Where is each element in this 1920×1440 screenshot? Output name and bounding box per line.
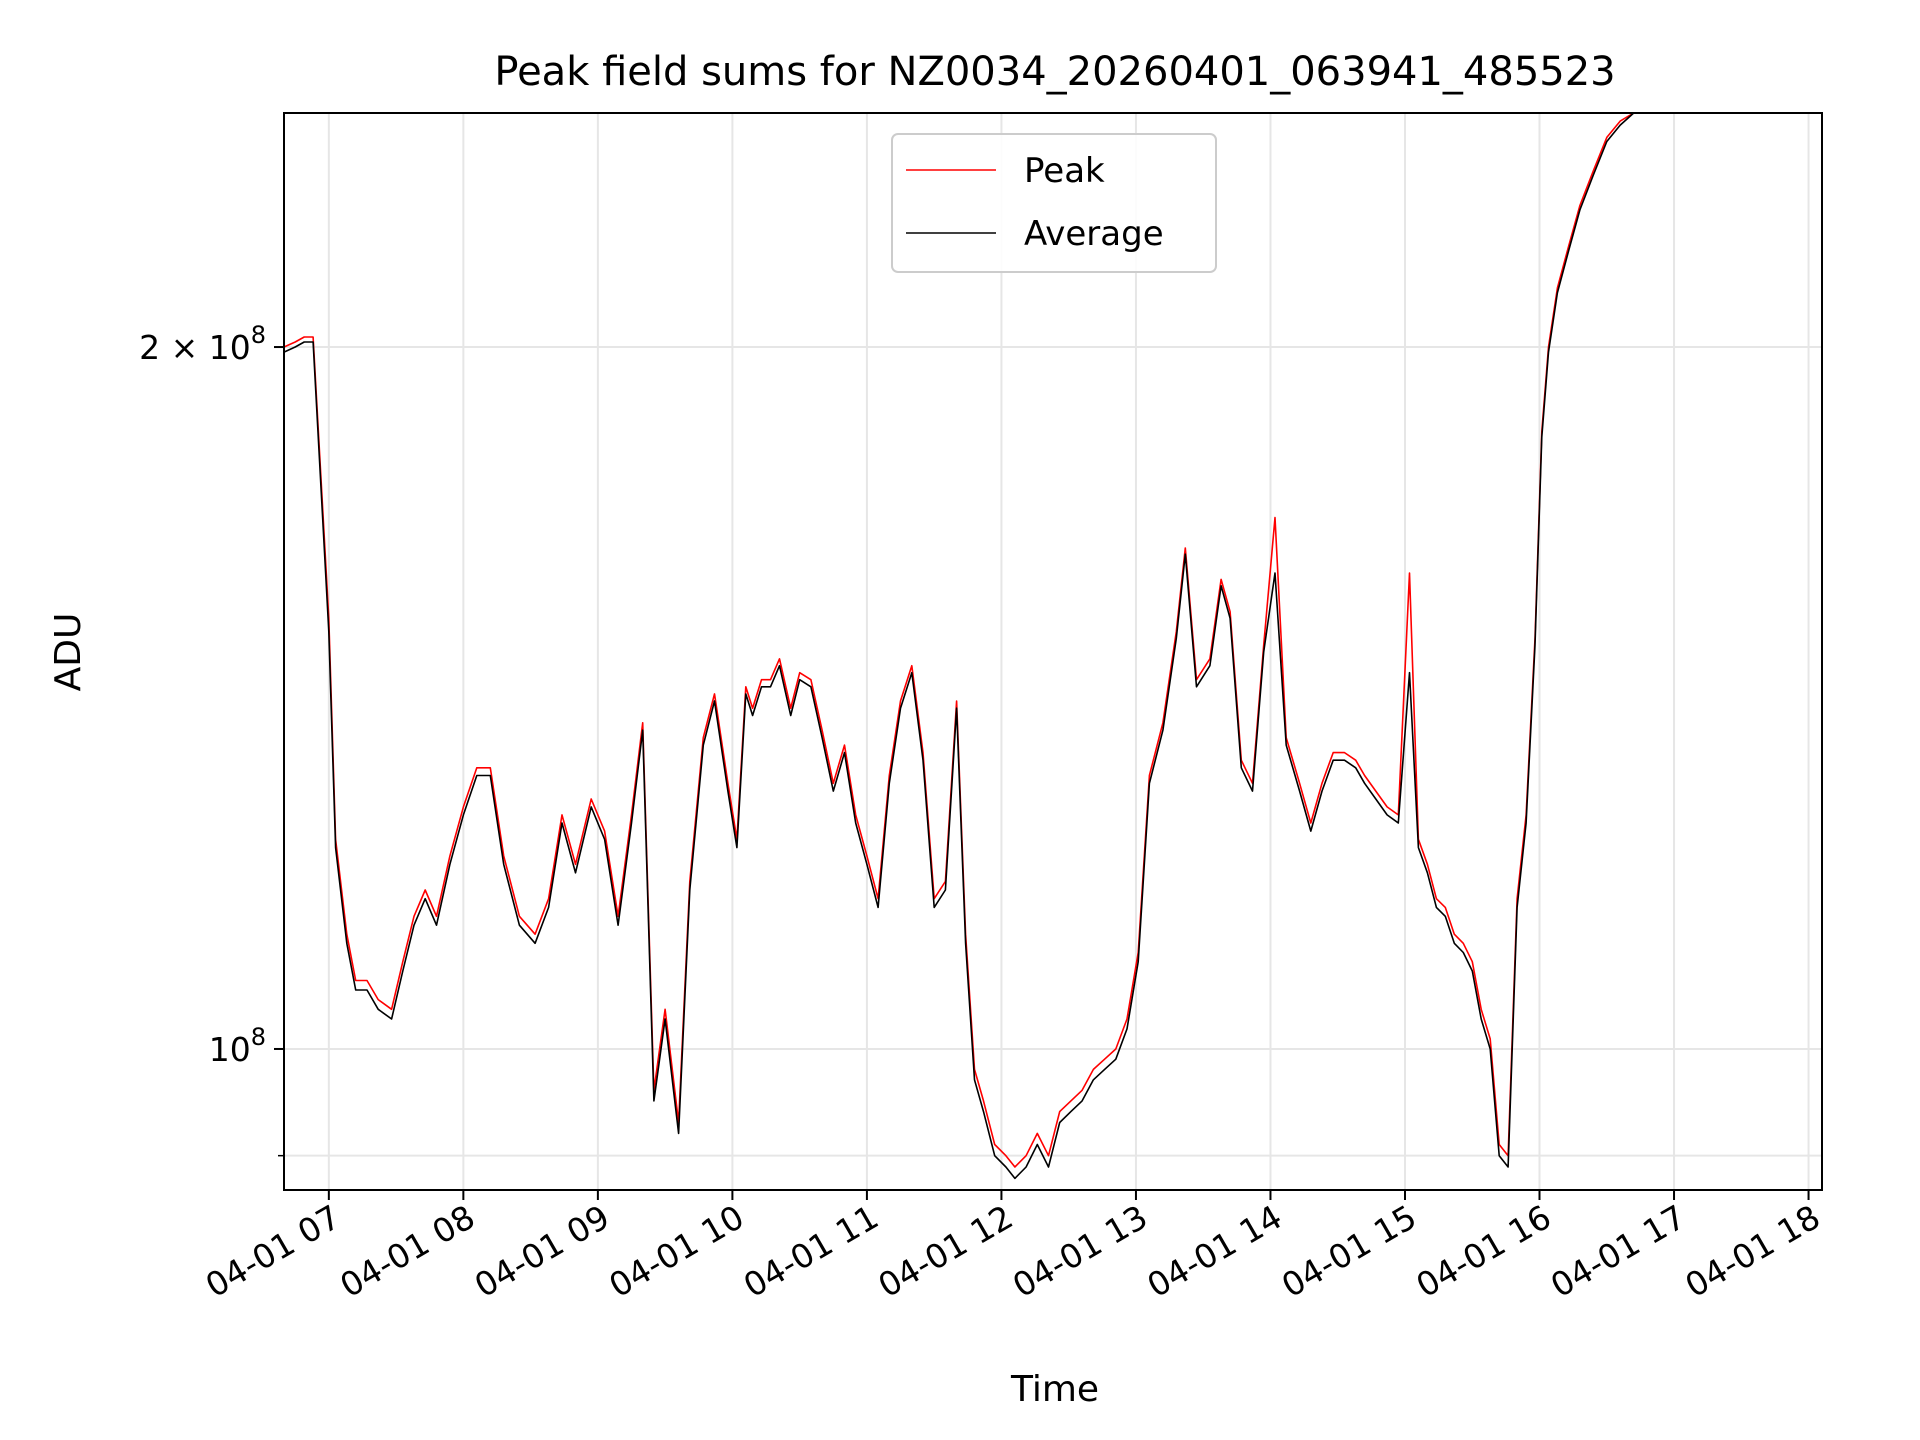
- legend-box: [891, 133, 1217, 273]
- y-tick-label: 2 × 108: [139, 321, 266, 367]
- chart-title: Peak field sums for NZ0034_20260401_0639…: [494, 49, 1615, 95]
- legend: Peak Average: [891, 133, 1217, 273]
- legend-label-average: Average: [1024, 214, 1164, 254]
- series-line-peak: [284, 113, 1822, 1168]
- x-axis-label: Time: [1010, 1369, 1099, 1410]
- legend-label-peak: Peak: [1024, 151, 1105, 191]
- y-axis-label: ADU: [48, 613, 89, 692]
- series-line-average: [284, 113, 1822, 1180]
- plot-frame: [283, 112, 1823, 1191]
- y-tick-label: 108: [209, 1023, 266, 1069]
- grid-lines: [284, 113, 1822, 1190]
- series-lines: [284, 113, 1822, 1180]
